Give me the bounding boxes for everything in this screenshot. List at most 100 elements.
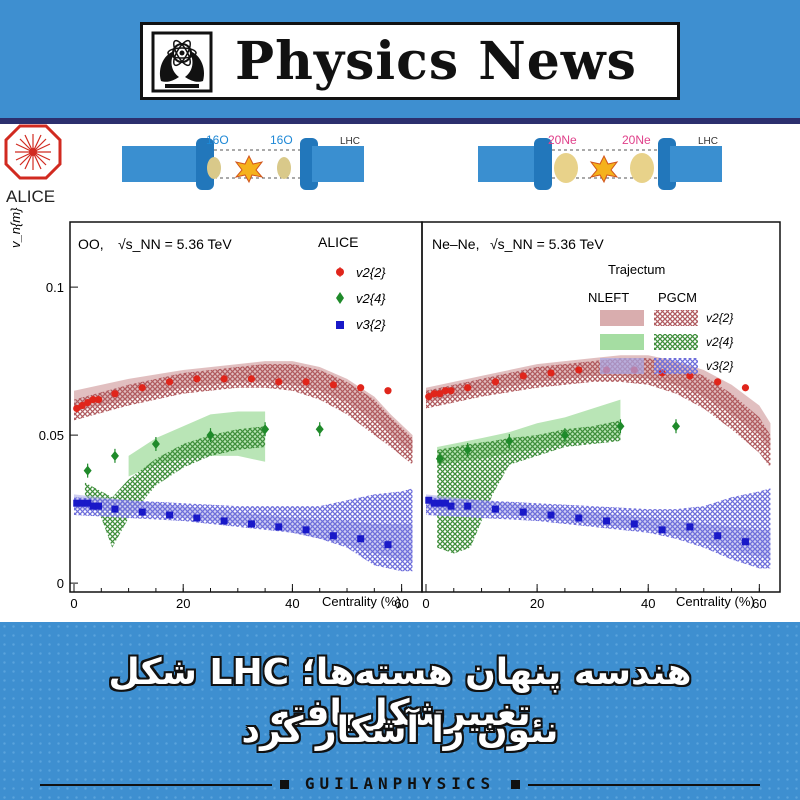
point-v32-right	[430, 499, 438, 507]
point-v32-left	[111, 505, 119, 513]
point-v22-left	[111, 390, 119, 398]
legend-title: Trajectum	[608, 262, 665, 277]
point-v32-right	[519, 508, 527, 516]
band-pgcm-v32-left	[74, 488, 413, 572]
point-v32-left	[193, 514, 201, 522]
point-v32-left	[302, 526, 310, 534]
point-v22-left	[84, 398, 92, 407]
point-v32-right	[714, 532, 722, 540]
point-v22-left	[73, 404, 81, 413]
point-v22-right	[575, 366, 583, 374]
point-v22-right	[714, 378, 722, 386]
point-v32-right	[425, 496, 433, 504]
point-v22-left	[357, 384, 365, 392]
x-tick-label: 60	[394, 596, 408, 611]
beam-label-right-2: 20Ne	[622, 133, 651, 147]
point-v24-left	[206, 430, 215, 441]
point-v32-left	[384, 541, 392, 549]
point-v32-left	[329, 532, 337, 540]
point-v22-left	[384, 387, 392, 395]
header-bar: Physics News	[0, 0, 800, 124]
legend-v22: v2{2}	[356, 265, 386, 280]
point-v22-left	[94, 396, 103, 404]
point-v22-left	[220, 375, 228, 383]
point-v32-left	[166, 511, 174, 519]
system-label-left: OO,	[78, 236, 104, 252]
point-v22-left	[78, 401, 86, 410]
point-v24-right	[463, 444, 472, 455]
point-v32-right	[575, 514, 583, 522]
system-label-right: Ne–Ne,	[432, 236, 479, 252]
point-v22-right	[519, 372, 527, 380]
point-v24-left	[261, 424, 270, 435]
figure-svg: ALICE 16O 16O LHC 20Ne	[4, 124, 781, 611]
legend-v32: v3{2}	[356, 317, 386, 332]
point-v22-right	[430, 390, 438, 398]
y-tick-label: 0.1	[46, 280, 64, 295]
legend-col-pgcm: PGCM	[658, 290, 697, 305]
point-v32-left	[138, 508, 146, 516]
footer-panel: هندسه پنهان هسته‌ها؛ LHC شکل تغییرشکل‌یا…	[0, 622, 800, 800]
headline-line-2: نئون را آشکار کرد	[241, 710, 559, 751]
x-axis-label-right: Centrality (%)	[676, 594, 755, 609]
brand-square-right	[511, 780, 520, 789]
beam-label-left-1: 16O	[206, 133, 229, 147]
point-v24-right	[672, 421, 680, 432]
point-v32-right	[658, 526, 666, 534]
energy-label-right: √s_NN = 5.36 TeV	[490, 236, 604, 252]
energy-label-left: √s_NN = 5.36 TeV	[118, 236, 232, 252]
point-v22-left	[247, 375, 256, 383]
point-v32-right	[436, 499, 444, 507]
point-v22-left	[89, 396, 97, 404]
point-v32-left	[220, 517, 228, 525]
point-v22-left	[138, 384, 146, 392]
legend-models: Trajectum NLEFT PGCM v2{2} v2{4} v3{2}	[588, 262, 733, 374]
brand-divider-left	[40, 784, 272, 786]
point-v32-left	[95, 502, 103, 510]
point-v32-left	[275, 523, 283, 531]
point-v22-right	[464, 384, 472, 392]
point-v32-right	[464, 502, 472, 510]
lhc-label-right: LHC	[698, 136, 718, 147]
x-axis-label-left: Centrality (%)	[322, 594, 401, 609]
collision-illustration-right: 20Ne 20Ne LHC	[478, 133, 722, 190]
beam-label-left-2: 16O	[270, 133, 293, 147]
point-v24-right	[505, 436, 514, 447]
point-v32-right	[686, 523, 694, 531]
point-v22-right	[741, 384, 750, 392]
point-v32-right	[491, 505, 499, 513]
y-axis-label: v_n{m}	[8, 207, 23, 248]
point-v32-right	[547, 511, 555, 519]
point-v22-right	[441, 387, 450, 395]
point-v22-left	[165, 378, 174, 386]
headline-line-1: هندسه پنهان هسته‌ها؛ LHC شکل تغییرشکل‌یا…	[108, 652, 692, 734]
point-v32-right	[741, 538, 749, 546]
lhc-label-left: LHC	[340, 136, 360, 147]
brand-name: GUILANPHYSICS	[304, 774, 496, 793]
point-v32-right	[447, 502, 455, 510]
title-box: Physics News	[140, 22, 680, 100]
legend-v24: v2{4}	[356, 291, 386, 306]
point-v24-left	[83, 465, 92, 476]
y-tick-label: 0.05	[39, 428, 64, 443]
point-v32-left	[247, 520, 255, 528]
band-pgcm-v22-left	[74, 364, 413, 465]
legend-data: v2{2} v2{4} v3{2}	[336, 265, 386, 332]
beam-label-right-1: 20Ne	[548, 133, 577, 147]
y-tick-label: 0	[57, 576, 64, 591]
atom-logo-icon	[151, 31, 213, 93]
band-pgcm-v24-right	[437, 420, 621, 554]
point-v32-left	[84, 499, 92, 507]
point-v22-left	[275, 378, 283, 386]
point-v32-left	[89, 502, 97, 510]
chart-panel-oo: 0 20 40 60 0 0.05 0.1 v_n{m} OO, √s_NN = 5.36 …	[8, 207, 423, 611]
x-tick-label: 60	[752, 596, 766, 611]
alice-logo-icon	[4, 124, 62, 180]
point-v22-left	[193, 375, 201, 383]
point-v22-left	[302, 378, 310, 386]
experiment-label: ALICE	[318, 234, 358, 250]
point-v22-right	[491, 378, 500, 386]
point-v32-left	[73, 499, 81, 507]
brand-bar: GUILANPHYSICS	[0, 772, 800, 796]
point-v32-right	[603, 517, 611, 525]
